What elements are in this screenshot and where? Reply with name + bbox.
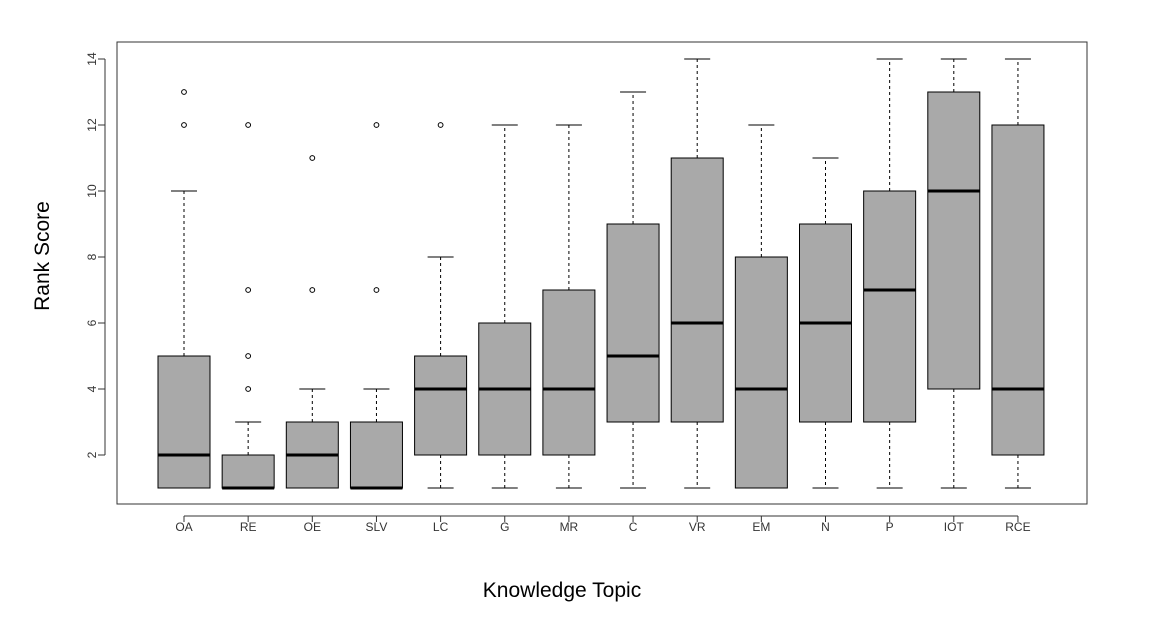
outlier-point: [437, 122, 444, 128]
x-tick-label: EM: [752, 520, 770, 534]
x-tick-label: C: [629, 520, 638, 534]
iqr-box: [734, 256, 788, 489]
y-tick-label: 4: [85, 385, 99, 392]
iqr-box: [157, 355, 211, 489]
x-tick-label: OE: [304, 520, 321, 534]
y-tick-label: 12: [85, 118, 99, 132]
x-tick-label: LC: [433, 520, 449, 534]
plot-frame: [116, 41, 1088, 505]
x-tick-label: RE: [240, 520, 257, 534]
x-tick-label: P: [886, 520, 894, 534]
iqr-box: [927, 91, 981, 390]
boxes-group: [157, 58, 1045, 490]
iqr-box: [606, 223, 660, 423]
x-tick-label: MR: [560, 520, 579, 534]
outlier-point: [373, 287, 380, 293]
y-tick-label: 14: [85, 52, 99, 66]
outlier-point: [373, 122, 380, 128]
x-tick-label: OA: [175, 520, 192, 534]
box-em: [734, 124, 788, 489]
y-tick-label: 2: [85, 451, 99, 458]
x-axis-title: Knowledge Topic: [483, 579, 641, 602]
box-g: [478, 124, 532, 489]
outlier-point: [181, 89, 187, 95]
iqr-box: [670, 157, 724, 423]
x-tick-label: G: [500, 520, 509, 534]
outlier-point: [309, 287, 316, 293]
box-iot: [927, 58, 981, 489]
y-tick-label: 8: [85, 253, 99, 260]
outlier-point: [245, 122, 252, 128]
outlier-point: [245, 287, 252, 293]
iqr-box: [349, 421, 403, 489]
x-axis: OA RE OE SLV LC G MR C VR EM N P IOT RCE: [175, 515, 1031, 534]
x-tick-label: RCE: [1005, 520, 1030, 534]
y-axis-title: Rank Score: [31, 201, 54, 311]
box-rce: [991, 58, 1045, 489]
iqr-box: [991, 124, 1045, 456]
x-tick-label: IOT: [944, 520, 965, 534]
box-n: [799, 157, 852, 489]
box-slv: [349, 122, 403, 490]
box-c: [606, 91, 660, 489]
outlier-point: [181, 122, 187, 128]
box-oe: [285, 155, 339, 489]
box-lc: [414, 122, 468, 489]
iqr-box: [542, 289, 596, 456]
outlier-point: [309, 155, 316, 161]
outlier-point: [245, 386, 252, 392]
y-tick-label: 10: [85, 184, 99, 198]
iqr-box: [414, 355, 468, 456]
box-re: [221, 122, 275, 490]
y-axis: 2 4 6 8 10 12 14: [85, 52, 106, 458]
iqr-box: [221, 454, 275, 489]
iqr-box: [863, 190, 917, 423]
x-tick-label: SLV: [366, 520, 388, 534]
outlier-point: [245, 353, 252, 359]
box-oa: [157, 89, 211, 489]
y-tick-label: 6: [85, 319, 99, 326]
x-tick-label: N: [821, 520, 830, 534]
box-mr: [542, 124, 596, 489]
box-vr: [670, 58, 724, 489]
x-tick-label: VR: [689, 520, 706, 534]
box-p: [863, 58, 917, 489]
